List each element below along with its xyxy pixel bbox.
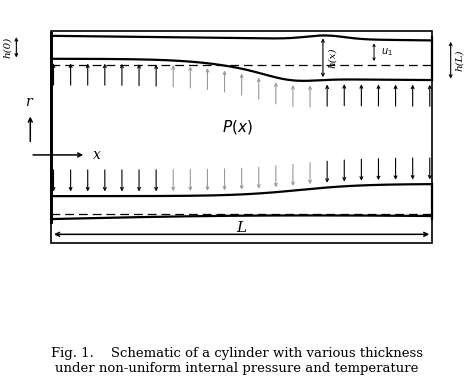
Text: $u_1$: $u_1$ — [381, 46, 393, 58]
Bar — [51, 31, 432, 244]
Text: Fig. 1.    Schematic of a cylinder with various thickness
under non-uniform inte: Fig. 1. Schematic of a cylinder with var… — [51, 347, 423, 375]
Text: h(x): h(x) — [328, 48, 337, 68]
Text: r: r — [25, 95, 31, 109]
Text: x: x — [93, 148, 101, 162]
Text: L: L — [237, 221, 246, 234]
Text: h(0): h(0) — [3, 37, 12, 58]
Text: $P(x)$: $P(x)$ — [222, 118, 252, 136]
Text: h(L): h(L) — [456, 49, 465, 71]
